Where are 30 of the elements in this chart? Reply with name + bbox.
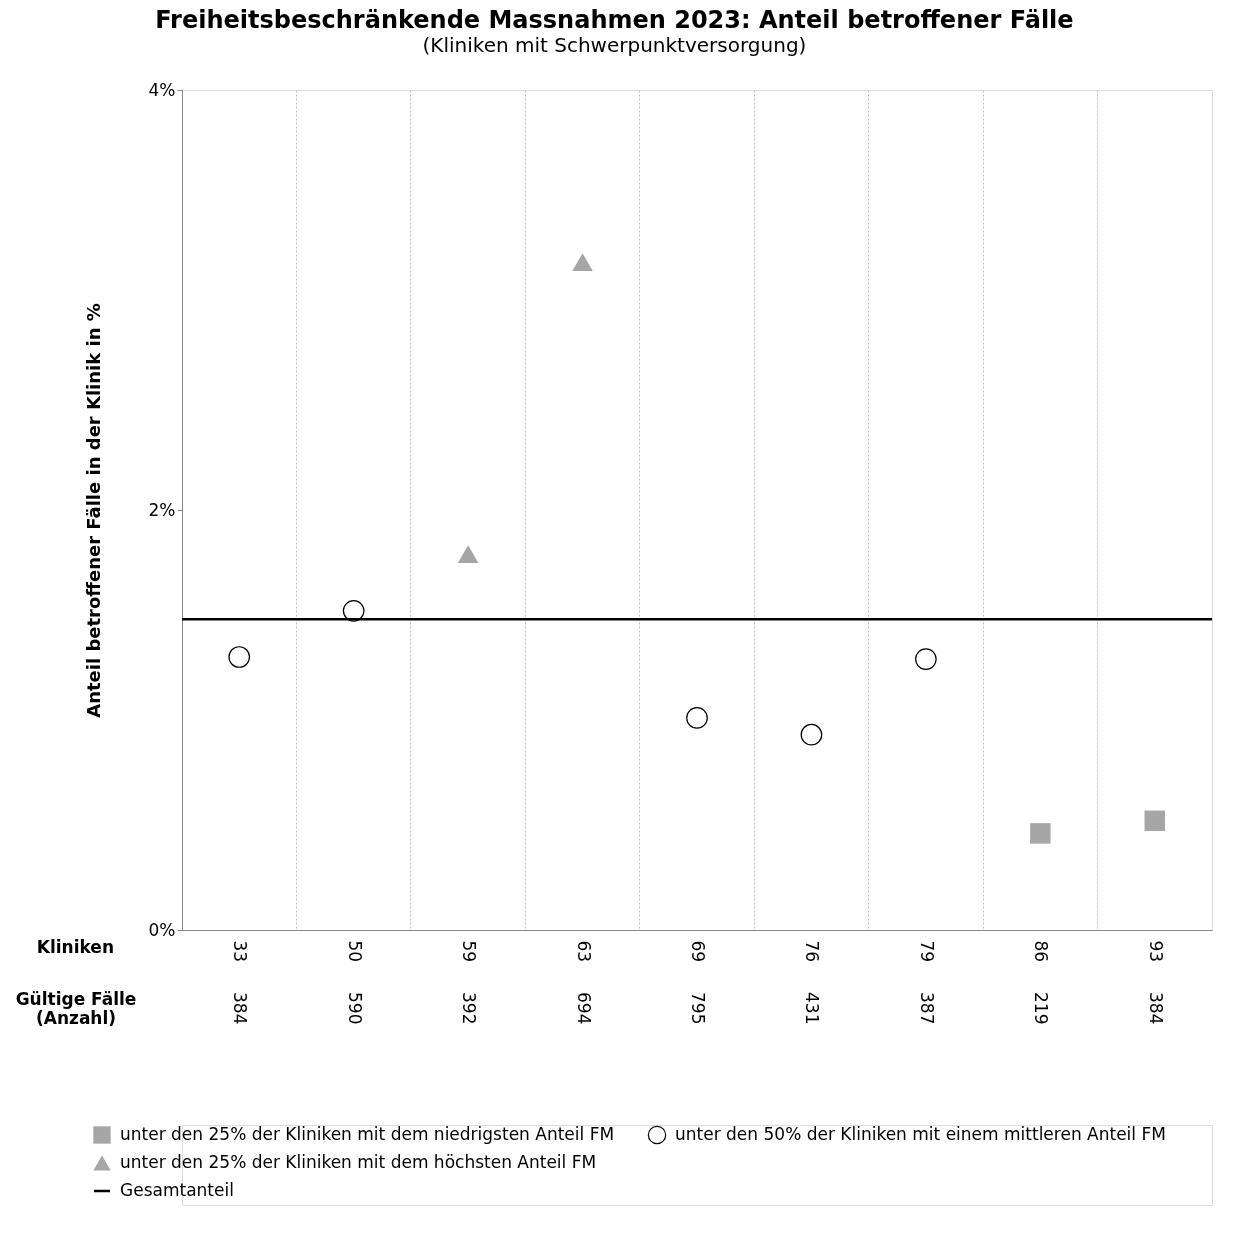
x-tick-label: 76 [802, 940, 823, 963]
y-tick-label: 2% [148, 499, 176, 520]
text: 219 [1031, 992, 1052, 1025]
legend-label: unter den 25% der Kliniken mit dem niedrigsten Anteil FM [120, 1124, 615, 1144]
text: 694 [573, 992, 594, 1025]
x-tick-label: 33 [230, 940, 251, 963]
text: 431 [802, 992, 823, 1025]
x-tick-label: 50 [344, 940, 365, 963]
text: 392 [459, 992, 480, 1025]
legend-label: unter den 50% der Kliniken mit einem mittleren Anteil FM [675, 1124, 1166, 1144]
legend-label: Gesamtanteil [120, 1180, 234, 1200]
y-tick-label: 0% [148, 919, 176, 940]
x-tick-label: 69 [688, 940, 708, 963]
chart-subtitle: (Kliniken mit Schwerpunktversorgung) [422, 32, 807, 57]
x-tick-label: 93 [1145, 940, 1166, 963]
x-tick-label: 59 [459, 940, 480, 963]
text: 795 [688, 992, 708, 1025]
x-tick-label: 63 [573, 940, 594, 963]
x-axis-title: Kliniken [36, 937, 114, 957]
legend-label: unter den 25% der Kliniken mit dem höchsten Anteil FM [120, 1152, 597, 1172]
text: 384 [1145, 992, 1166, 1025]
y-axis-title: Anteil betroffener Fälle in der Klinik in % [82, 303, 104, 718]
text: 590 [344, 992, 365, 1025]
x-tick-label: 79 [916, 940, 937, 963]
x-tick-label: 86 [1031, 940, 1052, 963]
text: 387 [916, 992, 937, 1025]
text: Gültige Fälle (Anzahl) [15, 989, 137, 1028]
text: 384 [230, 992, 251, 1025]
chart-title: Freiheitsbeschränkende Massnahmen 2023: Anteil betroffener Fälle [155, 5, 1074, 34]
y-tick-label: 4% [148, 79, 176, 100]
